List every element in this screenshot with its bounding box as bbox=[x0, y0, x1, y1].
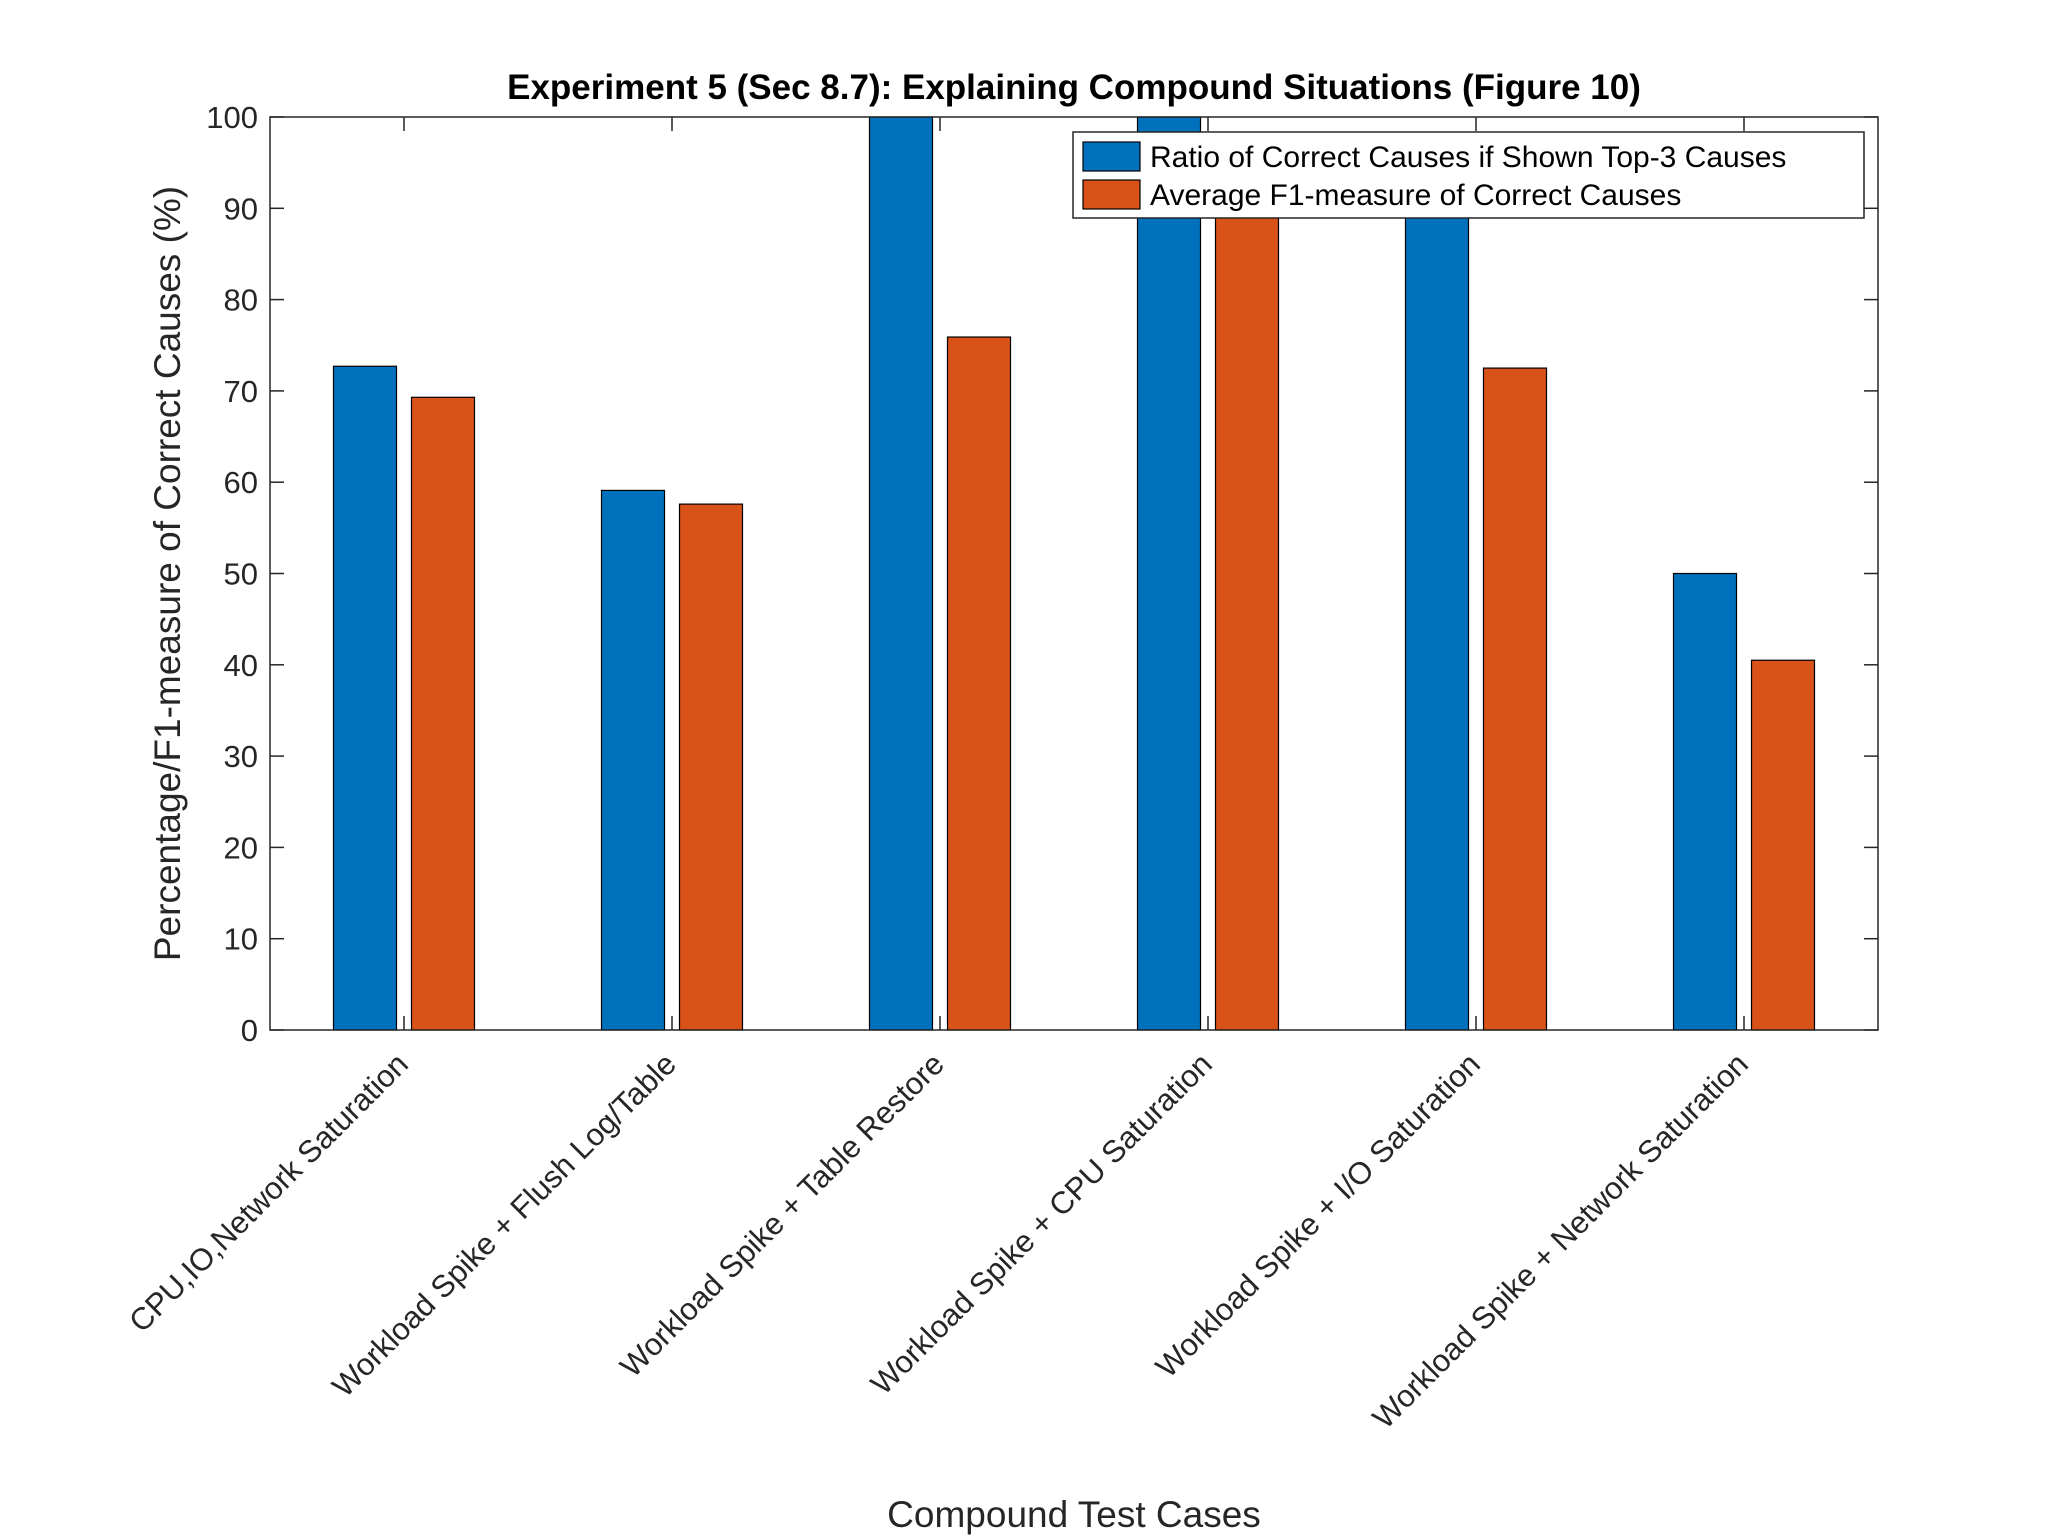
bar-series1-cat5 bbox=[1404, 207, 1470, 1031]
bar-series1-cat1 bbox=[332, 365, 398, 1031]
bar-series2-cat1 bbox=[410, 396, 476, 1031]
y-tick-label: 0 bbox=[241, 1013, 258, 1048]
bar-series2-cat3 bbox=[946, 336, 1012, 1031]
bar-series1-cat6 bbox=[1672, 572, 1738, 1031]
chart-title: Experiment 5 (Sec 8.7): Explaining Compo… bbox=[507, 68, 1641, 107]
y-tick-label: 100 bbox=[206, 100, 258, 135]
y-tick-label: 30 bbox=[224, 739, 258, 774]
bar-series1-cat2 bbox=[600, 489, 666, 1031]
x-axis-label: Compound Test Cases bbox=[887, 1494, 1261, 1535]
legend-swatch-series1 bbox=[1082, 141, 1141, 172]
legend-label-series1: Ratio of Correct Causes if Shown Top-3 C… bbox=[1150, 141, 1786, 174]
bar-series2-cat2 bbox=[678, 503, 744, 1031]
plot-area bbox=[270, 117, 1878, 1030]
y-tick-label: 90 bbox=[224, 191, 258, 226]
y-tick-label: 80 bbox=[224, 283, 258, 318]
legend-swatch-series2 bbox=[1082, 179, 1141, 210]
y-tick-label: 70 bbox=[224, 374, 258, 409]
bar-series1-cat4 bbox=[1136, 116, 1202, 1031]
legend-box bbox=[1072, 131, 1865, 219]
bar-series1-cat3 bbox=[868, 116, 934, 1031]
y-tick-label: 50 bbox=[224, 557, 258, 592]
y-tick-label: 20 bbox=[224, 830, 258, 865]
y-axis-label: Percentage/F1-measure of Correct Causes … bbox=[147, 186, 188, 961]
y-tick-label: 10 bbox=[224, 922, 258, 957]
legend-label-series2: Average F1-measure of Correct Causes bbox=[1150, 179, 1681, 212]
legend: Ratio of Correct Causes if Shown Top-3 C… bbox=[1072, 131, 1865, 219]
bar-series2-cat5 bbox=[1482, 367, 1548, 1031]
y-tick-label: 60 bbox=[224, 465, 258, 500]
bar-series2-cat4 bbox=[1214, 207, 1280, 1031]
y-tick-label: 40 bbox=[224, 648, 258, 683]
bar-series2-cat6 bbox=[1750, 659, 1816, 1031]
bars-layer bbox=[332, 116, 1816, 1031]
